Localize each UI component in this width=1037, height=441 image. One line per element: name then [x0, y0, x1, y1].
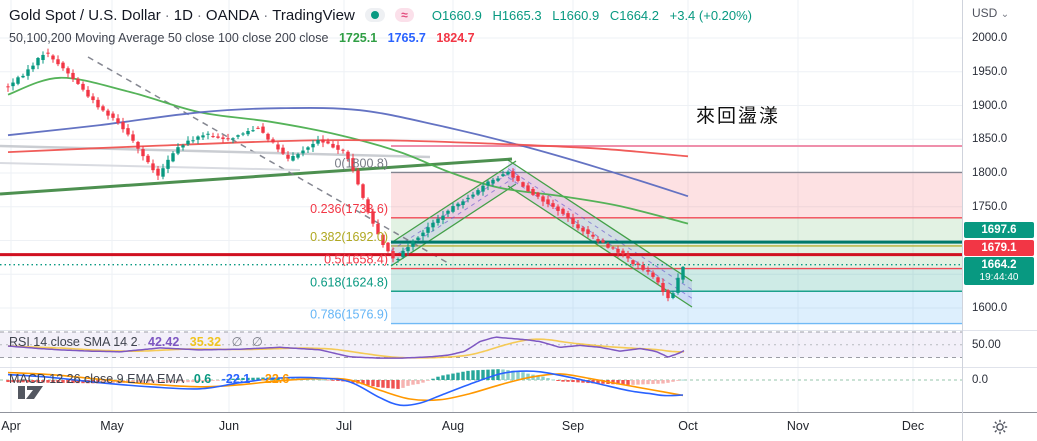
rsi-sma-line [7, 338, 684, 359]
market-status-pill[interactable] [364, 8, 385, 22]
open-value: 1660.9 [442, 8, 482, 23]
candlestick-series[interactable] [6, 48, 685, 302]
macd-signal-line [7, 371, 684, 402]
trend-lines[interactable] [0, 56, 513, 264]
price-tick-label: 2000.0 [972, 32, 1008, 44]
separator-dot: · [164, 7, 170, 24]
rsi-line [7, 336, 685, 359]
countdown-timer: 19:44:40 [979, 272, 1019, 283]
price-tick-label: 1800.0 [972, 167, 1008, 179]
price-badge: 1679.1 [964, 239, 1034, 256]
price-badge: 1697.6 [964, 221, 1034, 238]
symbol-title[interactable]: Gold Spot / U.S. Dollar [9, 7, 161, 24]
month-label: Jul [336, 419, 352, 433]
price-tick-label: 1750.0 [972, 200, 1008, 213]
ma100-line [7, 107, 689, 198]
rsi-sma-value: 35.32 [189, 335, 222, 349]
time-axis[interactable]: Apr May Jun Jul Aug Sep Oct Nov Dec [0, 412, 1037, 441]
month-label: Oct [678, 419, 698, 433]
rsi-value: 42.42 [148, 335, 180, 349]
indicator-tick-label: 50.00 [972, 338, 1001, 351]
axis-settings-corner [963, 413, 1037, 441]
ma-legend-label: 50,100,200 Moving Average 50 close 100 c… [9, 31, 329, 45]
svg-text:0.786(1576.9): 0.786(1576.9) [310, 308, 388, 322]
ma100-value: 1765.7 [387, 31, 426, 45]
ma-indicator-legend[interactable]: 50,100,200 Moving Average 50 close 100 c… [9, 31, 475, 45]
separator-dot: · [263, 7, 269, 24]
price-tick-label: 1950.0 [972, 65, 1008, 78]
price-tick-label: 1850.0 [972, 133, 1008, 146]
month-label: Jun [218, 419, 240, 433]
horizontal-price-lines[interactable] [0, 145, 962, 266]
price-axis[interactable]: USD ⌄ 2000.0 1950.0 1900.0 1850.0 1800.0 1750… [963, 0, 1037, 412]
rsi-pane[interactable] [0, 331, 962, 359]
price-badge: 1664.2 19:44:40 [964, 257, 1034, 285]
price-tick-label: 1900.0 [972, 99, 1008, 112]
macd-hist-value: 0.6 [193, 372, 212, 386]
month-label: Sep [561, 419, 585, 433]
macd-line [7, 370, 684, 407]
symbol-legend[interactable]: Gold Spot / U.S. Dollar · 1D · OANDA · Trading… [9, 7, 759, 24]
moving-average-lines[interactable] [7, 76, 689, 225]
month-label: Aug [441, 419, 465, 433]
ohlc-readout: O1660.9 H1665.3 L1660.9 C1664.2 +3.4 (+0… [431, 8, 753, 23]
tradingview-logo-icon[interactable] [16, 380, 50, 402]
svg-text:0(1800.8): 0(1800.8) [334, 156, 388, 170]
ma50-value: 1725.1 [338, 31, 378, 45]
delayed-data-pill[interactable]: ≈ [395, 8, 414, 22]
macd-legend-label: MACD 12 26 close 9 EMA EMA [9, 372, 184, 386]
macd-pane[interactable] [0, 369, 962, 407]
month-label: Dec [901, 419, 925, 433]
ma200-line [7, 139, 689, 158]
separator-dot: · [196, 7, 202, 24]
fib-level-labels[interactable]: 0(1800.8) 0.236(1733.6) 0.382(1692.0) 0.5(1… [310, 156, 388, 321]
exchange-label[interactable]: OANDA [205, 7, 260, 24]
rsi-indicator-legend[interactable]: RSI 14 close SMA 14 2 42.42 35.32 ∅ ∅ [9, 334, 266, 349]
currency-selector[interactable]: USD ⌄ [972, 6, 1010, 20]
macd-line-value: -22.1 [221, 372, 251, 386]
parallel-channels[interactable] [390, 159, 693, 308]
platform-label[interactable]: TradingView [272, 7, 355, 24]
macd-signal-value: -22.6 [260, 372, 290, 386]
chart-text-annotation[interactable]: 來回盪漾 [696, 106, 781, 127]
chart-canvas[interactable]: 0(1800.8) 0.236(1733.6) 0.382(1692.0) 0.5(1… [0, 0, 962, 412]
high-value: 1665.3 [501, 8, 542, 23]
low-value: 1660.9 [559, 8, 600, 23]
month-label: Apr [1, 419, 21, 433]
rsi-empty-markers: ∅ ∅ [231, 335, 266, 349]
svg-text:0.618(1624.8): 0.618(1624.8) [310, 275, 388, 289]
svg-text:0.5(1658.4): 0.5(1658.4) [324, 253, 388, 267]
gear-icon[interactable] [992, 419, 1008, 435]
svg-text:0.236(1733.6): 0.236(1733.6) [310, 202, 388, 216]
pane-separator-macd[interactable] [0, 367, 1037, 368]
price-axis-border [962, 0, 963, 441]
interval-label[interactable]: 1D [173, 7, 193, 24]
svg-text:0.382(1692.0): 0.382(1692.0) [310, 230, 388, 244]
macd-indicator-legend[interactable]: MACD 12 26 close 9 EMA EMA 0.6 -22.1 -22… [9, 372, 289, 386]
ma200-value: 1824.7 [436, 31, 475, 45]
indicator-tick-label: 0.0 [972, 374, 988, 386]
rsi-legend-label: RSI 14 close SMA 14 2 [9, 335, 138, 349]
pane-separator-rsi[interactable] [0, 330, 1037, 331]
chevron-down-icon: ⌄ [1000, 9, 1010, 20]
month-label: May [100, 419, 124, 433]
price-tick-label: 1600.0 [972, 302, 1008, 314]
month-label: Nov [786, 419, 810, 433]
change-value: +3.4 (+0.20%) [669, 8, 753, 23]
market-open-dot-icon [370, 11, 379, 19]
close-value: 1664.2 [619, 8, 659, 23]
